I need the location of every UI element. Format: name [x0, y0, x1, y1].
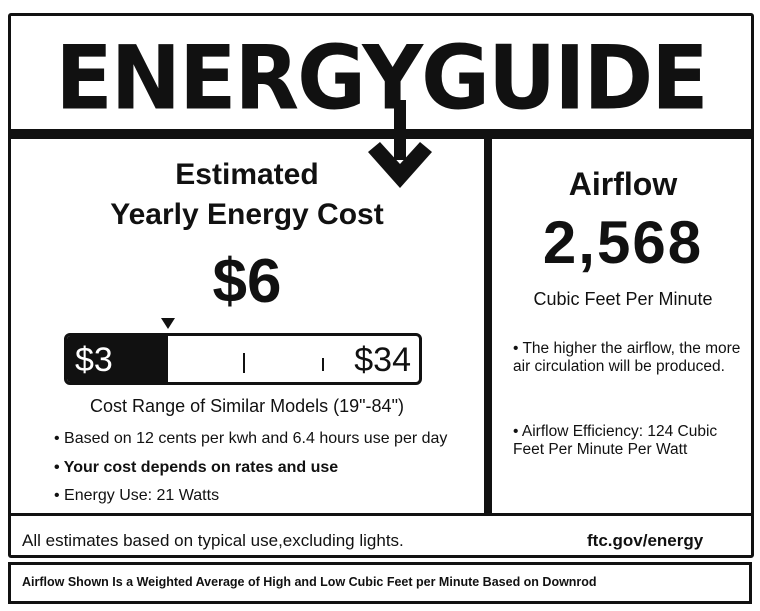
cost-bullet: • Based on 12 cents per kwh and 6.4 hour…: [54, 430, 448, 447]
airflow-bullet: • The higher the airflow, the more air c…: [513, 340, 741, 375]
label-border: [8, 13, 754, 558]
airflow-bullet: • Airflow Efficiency: 124 Cubic Feet Per…: [513, 423, 718, 458]
range-caption: Cost Range of Similar Models (19"-84"): [90, 396, 404, 416]
range-low: $3: [75, 341, 113, 379]
header-divider: [8, 129, 754, 139]
energyguide-title: ENERGYGUIDE: [55, 26, 708, 130]
airflow-note: Airflow Shown Is a Weighted Average of H…: [22, 575, 597, 589]
airflow-value: 2,568: [542, 209, 704, 276]
column-divider: [484, 139, 492, 515]
range-tick: [243, 353, 245, 373]
airflow-heading: Airflow: [568, 166, 678, 202]
disclaimer: All estimates based on typical use,exclu…: [22, 531, 404, 550]
cost-bullet: • Your cost depends on rates and use: [54, 459, 339, 476]
airflow-unit: Cubic Feet Per Minute: [533, 289, 713, 309]
cost-bullet: • Energy Use: 21 Watts: [54, 487, 220, 504]
note-box: [8, 562, 752, 604]
cost-range-bar: $3 $34: [64, 333, 422, 385]
footer-divider: [8, 513, 754, 516]
range-high: $34: [354, 341, 411, 379]
yearly-cost-value: $6: [212, 247, 282, 316]
ftc-link[interactable]: ftc.gov/energy: [587, 531, 704, 550]
cost-marker-icon: [161, 318, 175, 329]
range-tick: [322, 358, 324, 371]
cost-heading-line1: Estimated: [175, 158, 319, 191]
cost-heading-line2: Yearly Energy Cost: [110, 198, 384, 231]
cost-range-fill: [67, 336, 168, 382]
arrow-down-icon: [368, 100, 432, 188]
